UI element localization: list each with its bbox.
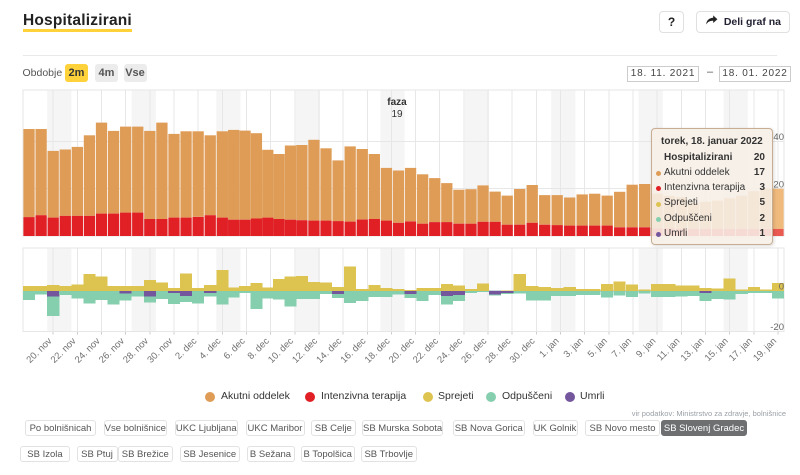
svg-text:24. nov: 24. nov (73, 336, 103, 366)
svg-text:2. dec: 2. dec (173, 336, 199, 362)
svg-text:19: 19 (391, 109, 403, 120)
svg-text:1. jan: 1. jan (537, 336, 561, 360)
svg-text:11. jan: 11. jan (655, 336, 682, 363)
svg-text:18. dec: 18. dec (363, 336, 393, 366)
svg-text:6. dec: 6. dec (222, 336, 248, 362)
svg-text:-20: -20 (770, 322, 784, 333)
svg-text:22. nov: 22. nov (49, 336, 79, 366)
svg-text:20. nov: 20. nov (25, 336, 55, 366)
svg-text:19. jan: 19. jan (751, 336, 779, 364)
svg-text:24. dec: 24. dec (435, 336, 465, 366)
svg-text:30. dec: 30. dec (508, 336, 538, 366)
svg-text:20: 20 (773, 180, 784, 191)
svg-text:3. jan: 3. jan (562, 336, 586, 360)
svg-text:15. jan: 15. jan (703, 336, 731, 364)
svg-text:40: 40 (773, 132, 784, 143)
svg-text:22. dec: 22. dec (411, 336, 441, 366)
svg-text:10. dec: 10. dec (266, 336, 296, 366)
svg-text:16. dec: 16. dec (339, 336, 369, 366)
svg-text:26. nov: 26. nov (97, 336, 127, 366)
svg-text:28. nov: 28. nov (121, 336, 151, 366)
svg-text:13. jan: 13. jan (679, 336, 707, 364)
svg-text:12. dec: 12. dec (290, 336, 320, 366)
svg-text:30. nov: 30. nov (145, 336, 175, 366)
svg-text:14. dec: 14. dec (314, 336, 344, 366)
svg-text:7. jan: 7. jan (610, 336, 634, 360)
svg-text:28. dec: 28. dec (484, 336, 514, 366)
svg-text:faza: faza (387, 97, 407, 108)
svg-text:26. dec: 26. dec (459, 336, 489, 366)
svg-text:5. jan: 5. jan (586, 336, 610, 360)
svg-text:4. dec: 4. dec (197, 336, 223, 362)
svg-text:0: 0 (779, 282, 784, 293)
svg-text:20. dec: 20. dec (387, 336, 417, 366)
svg-text:17. jan: 17. jan (727, 336, 755, 364)
